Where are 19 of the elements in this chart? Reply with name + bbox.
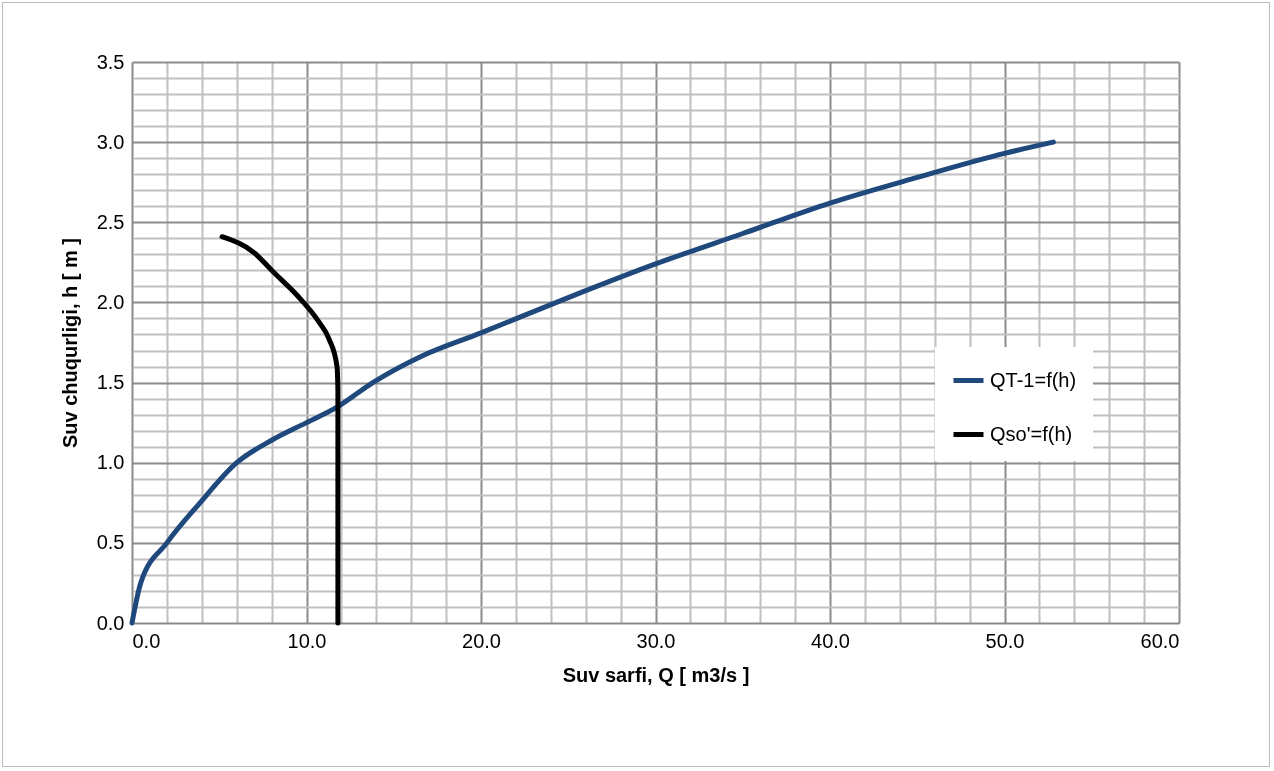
legend-label: Qso'=f(h): [990, 422, 1073, 445]
y-axis-title: Suv chuqurligi, h [ m ]: [58, 238, 81, 448]
y-tick-label: 3.5: [96, 50, 125, 73]
y-tick-label: 2.0: [96, 290, 125, 313]
y-tick-label: 0.0: [96, 611, 125, 634]
x-axis-title: Suv sarfi, Q [ m3/s ]: [562, 663, 750, 686]
y-tick-label: 1.5: [96, 371, 125, 394]
x-tick-label: 0.0: [132, 629, 161, 652]
y-tick-label: 2.5: [96, 210, 125, 233]
x-tick-label: 30.0: [636, 629, 676, 652]
y-tick-label: 1.0: [96, 451, 125, 474]
legend-label: QT-1=f(h): [990, 368, 1077, 391]
x-tick-label: 50.0: [985, 629, 1025, 652]
x-tick-label: 40.0: [811, 629, 850, 652]
y-tick-label: 0.5: [96, 531, 125, 554]
y-tick-label: 3.0: [96, 130, 125, 153]
x-tick-label: 20.0: [462, 629, 501, 652]
x-tick-label: 10.0: [287, 629, 327, 652]
x-tick-label: 60.0: [1140, 629, 1180, 652]
